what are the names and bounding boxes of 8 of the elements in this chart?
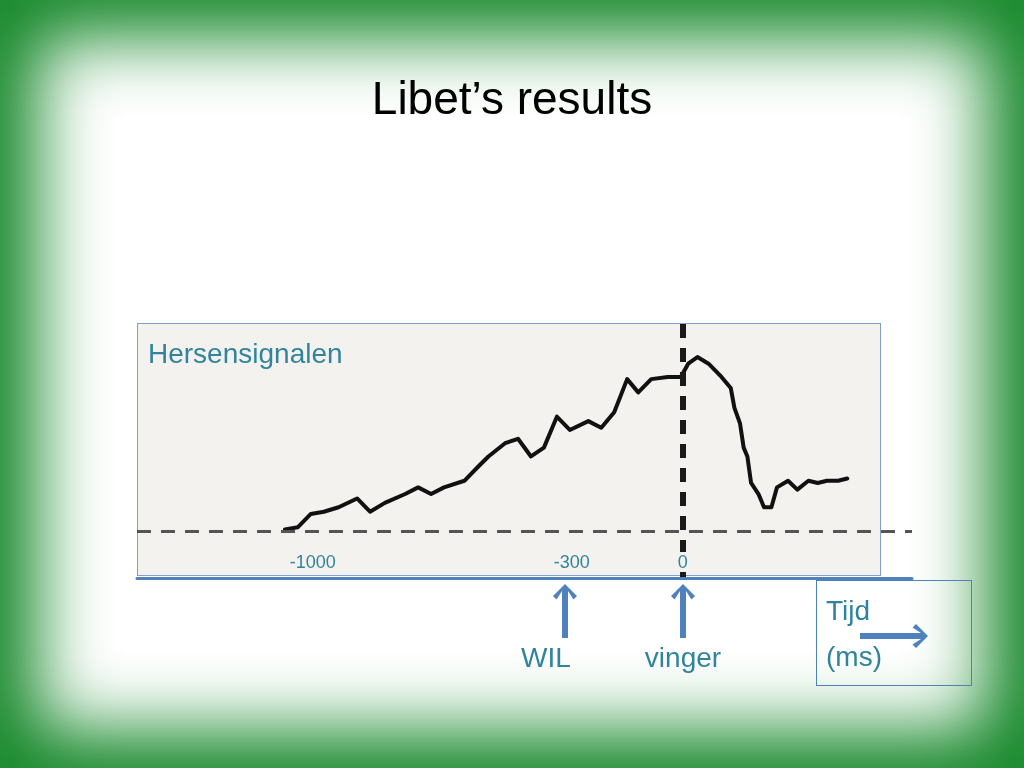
- text: vinger: [644, 642, 722, 674]
- y-axis-title: Hersensignalen: [148, 337, 343, 369]
- x-axis-title: Tijd (ms): [826, 594, 883, 674]
- x-tick-label: -300: [553, 552, 590, 572]
- x-tick-label: 0: [677, 552, 688, 572]
- x-tick-label: -1000: [289, 552, 336, 572]
- chart-title: Libet’s results: [371, 72, 653, 124]
- text: WIL: [521, 642, 571, 674]
